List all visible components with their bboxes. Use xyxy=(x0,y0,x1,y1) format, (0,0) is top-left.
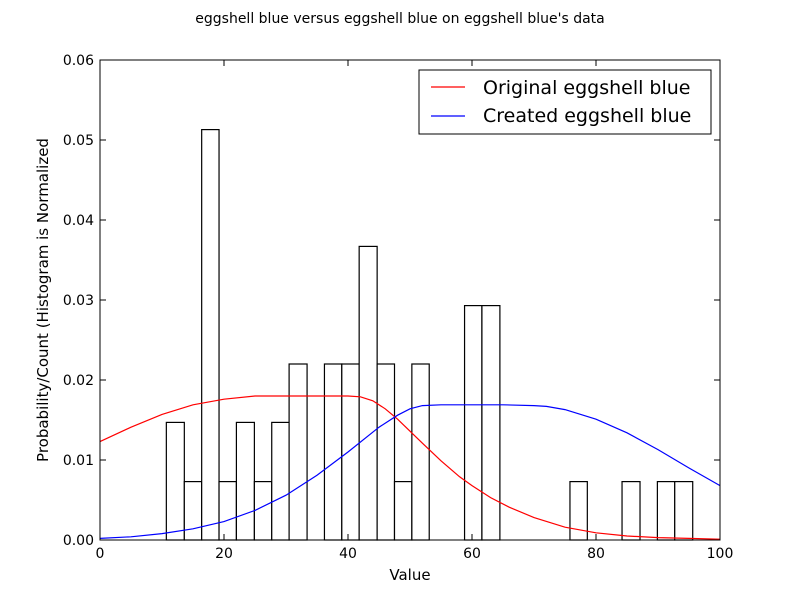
histogram-bar xyxy=(358,245,378,541)
y-tick-label: 0.06 xyxy=(63,53,94,69)
y-tick-label: 0.01 xyxy=(63,453,94,469)
histogram-bar xyxy=(393,481,413,541)
histogram-bar xyxy=(235,421,255,541)
series-line-0 xyxy=(99,395,721,540)
histogram-bar xyxy=(411,363,430,541)
histogram-bar xyxy=(165,421,185,541)
x-tick-label: 40 xyxy=(339,546,357,562)
histogram-bar xyxy=(481,305,501,541)
histogram-bar xyxy=(341,363,360,541)
legend-label-original: Original eggshell blue xyxy=(483,77,691,99)
x-tick-label: 20 xyxy=(215,546,233,562)
x-tick-label: 100 xyxy=(707,546,734,562)
histogram-bar xyxy=(323,363,343,541)
x-axis-ticks: 0 20 40 60 80 100 xyxy=(96,60,734,562)
legend-label-created: Created eggshell blue xyxy=(483,105,691,127)
histogram-bar xyxy=(271,421,290,541)
histogram-bar xyxy=(201,129,220,541)
y-tick-label: 0.02 xyxy=(63,373,94,389)
y-tick-label: 0.03 xyxy=(63,293,94,309)
x-tick-label: 0 xyxy=(96,546,105,562)
x-tick-label: 80 xyxy=(587,546,605,562)
histogram-bar xyxy=(183,481,203,541)
y-axis-ticks: 0.00 0.01 0.02 0.03 0.04 0.05 0.06 xyxy=(63,53,720,549)
histogram-bar xyxy=(218,481,237,541)
histogram-bar xyxy=(253,481,273,541)
histogram-bar xyxy=(288,363,308,541)
series-lines xyxy=(99,395,721,540)
legend-box xyxy=(418,69,712,135)
histogram-bar xyxy=(656,481,676,541)
histogram-bar xyxy=(463,305,483,541)
y-tick-label: 0.05 xyxy=(63,133,94,149)
histogram-bars xyxy=(165,129,694,541)
y-tick-label: 0.00 xyxy=(63,533,94,549)
y-axis-label: Probability/Count (Histogram is Normaliz… xyxy=(34,138,52,462)
x-tick-label: 60 xyxy=(463,546,481,562)
histogram-bar xyxy=(621,481,641,541)
histogram-bar xyxy=(376,363,396,541)
series-line-1 xyxy=(99,404,721,539)
chart-title: eggshell blue versus eggshell blue on eg… xyxy=(195,11,604,27)
legend: Original eggshell blue Created eggshell … xyxy=(418,69,712,135)
y-tick-label: 0.04 xyxy=(63,213,94,229)
x-axis-label: Value xyxy=(389,566,430,584)
histogram-bar xyxy=(674,481,694,541)
